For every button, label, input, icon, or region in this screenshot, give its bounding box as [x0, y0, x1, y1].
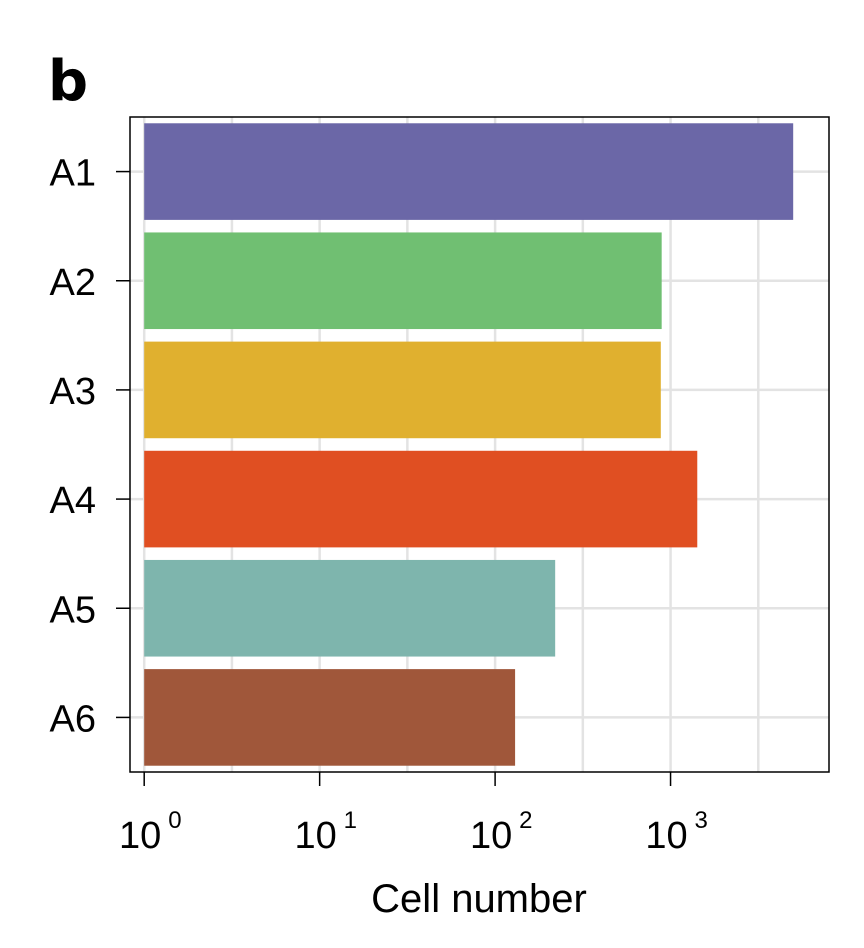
x-tick-label: 10: [645, 815, 687, 857]
y-axis: A1 A2 A3 A4 A5 A6: [50, 153, 130, 740]
y-tick-label: A3: [50, 371, 96, 413]
x-tick-label: 10: [295, 815, 337, 857]
bar-a3: [144, 341, 661, 439]
x-axis-title: Cell number: [371, 877, 587, 921]
y-tick-label: A6: [50, 698, 96, 740]
y-tick-label: A1: [50, 153, 96, 195]
y-tick-label: A4: [50, 480, 96, 522]
bar-a2: [144, 232, 662, 330]
y-tick-label: A5: [50, 589, 96, 631]
x-tick-exponent: 3: [695, 807, 708, 834]
x-tick-exponent: 0: [168, 807, 181, 834]
x-tick-exponent: 1: [344, 807, 357, 834]
y-tick-label: A2: [50, 262, 96, 304]
bar-a4: [144, 450, 698, 548]
bar-a1: [144, 123, 794, 220]
x-axis: 10 0 10 1 10 2 10 3: [119, 772, 708, 857]
x-tick-label: 10: [470, 815, 512, 857]
panel-label: b: [48, 49, 88, 114]
x-tick-label: 10: [119, 815, 161, 857]
x-tick-exponent: 2: [519, 807, 532, 834]
bars: [144, 123, 794, 766]
bar-a6: [144, 669, 516, 766]
plot-frame: [129, 116, 830, 773]
bar-a5: [144, 559, 556, 657]
